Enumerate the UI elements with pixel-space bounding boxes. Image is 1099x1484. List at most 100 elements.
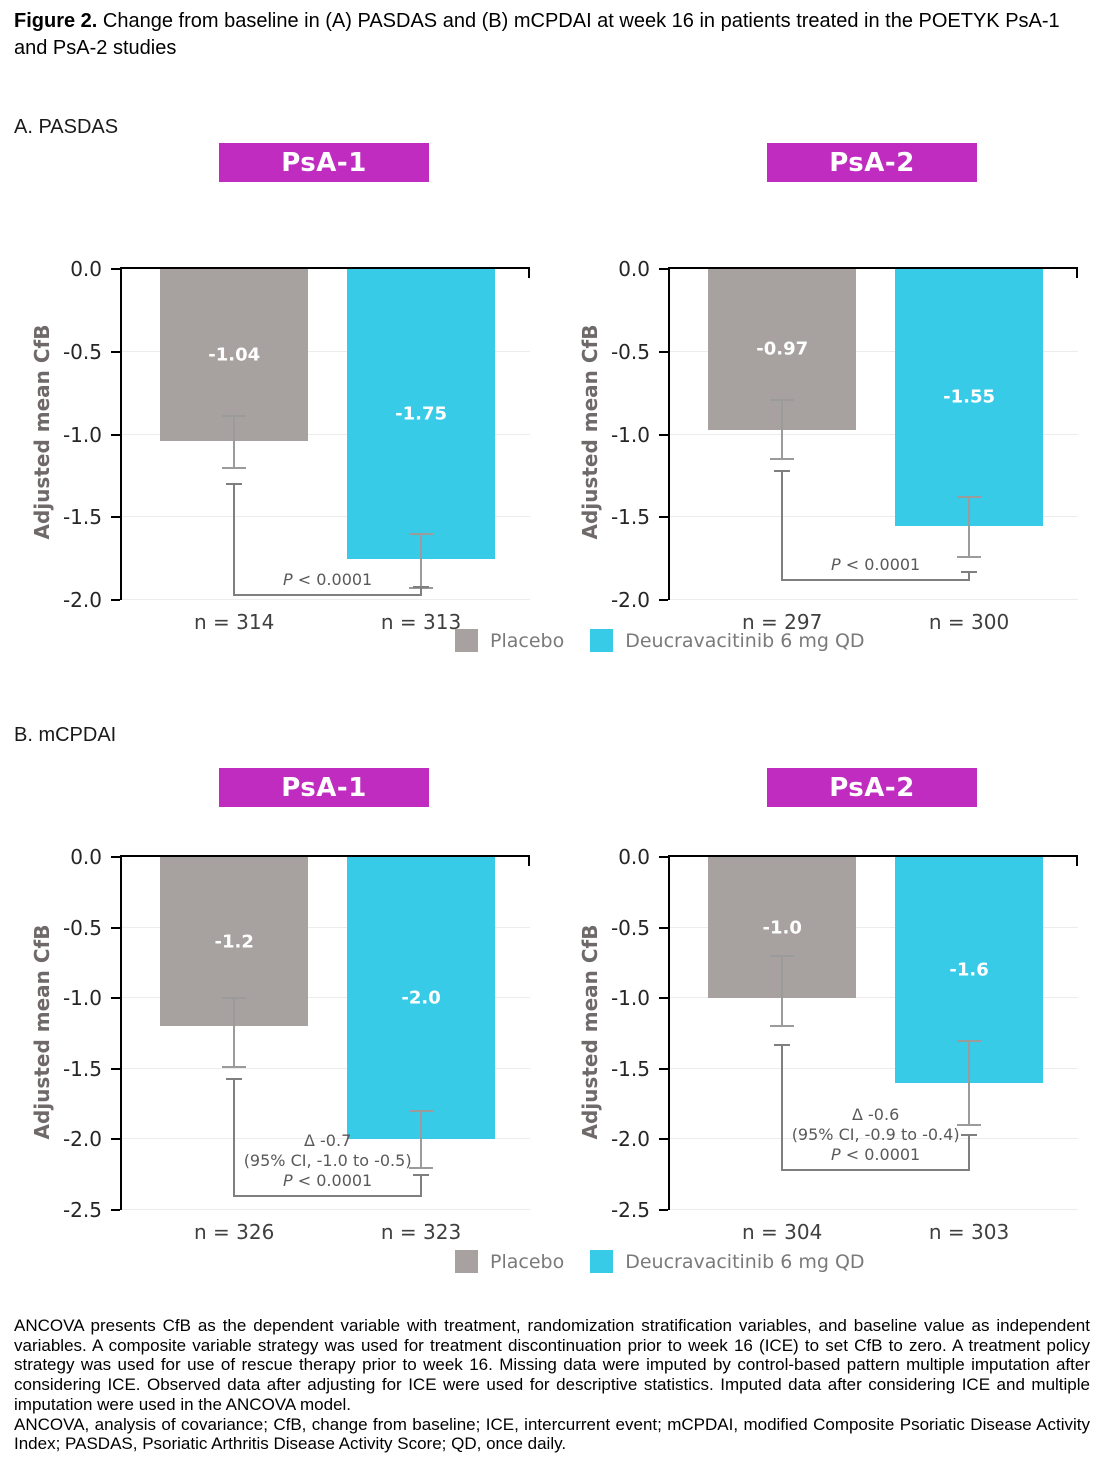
y-tick-label: -1.0 — [62, 422, 102, 447]
y-tick-label: 0.0 — [618, 257, 650, 281]
y-tick-label: -1.0 — [610, 986, 650, 1011]
error-bar-line — [233, 998, 236, 1068]
bracket-left-line — [781, 1044, 784, 1171]
gridline — [122, 516, 530, 518]
bracket-right-cap — [413, 585, 430, 588]
gridline — [670, 1067, 1078, 1069]
y-axis-label: Adjusted mean CfB — [578, 924, 602, 1140]
error-bar-line — [420, 533, 423, 589]
n-label: n = 314 — [194, 610, 275, 634]
legend-item-deucravacitinib: Deucravacitinib 6 mg QD — [590, 1250, 865, 1273]
error-bar-cap — [957, 1039, 982, 1042]
n-label: n = 313 — [380, 610, 462, 634]
y-tick-label: -1.5 — [610, 1056, 650, 1081]
n-label: n = 323 — [380, 1220, 462, 1244]
error-bar-cap — [222, 466, 247, 469]
y-tick-label: -0.5 — [62, 915, 102, 940]
chart-mcpdai-psa1: PsA-1 Adjusted mean CfB 0.0 -0.5 -1.0 -1.5 -… — [0, 740, 549, 1360]
tick-mark — [111, 599, 120, 601]
tick-mark — [659, 997, 668, 1000]
comparison-annotation: Δ -0.7 (95% CI, -1.0 to -0.5) P < 0.0001 — [244, 1131, 412, 1191]
footnotes: ANCOVA presents CfB as the dependent var… — [14, 1316, 1090, 1454]
bracket-bottom-line — [233, 1194, 423, 1197]
bracket-right-line — [968, 1135, 971, 1171]
legend-label-deucravacitinib: Deucravacitinib 6 mg QD — [625, 629, 865, 652]
gridline — [122, 433, 530, 435]
tick-mark — [111, 926, 120, 929]
panel-a-label: A. PASDAS — [14, 116, 119, 138]
legend-panel-a: Placebo Deucravacitinib 6 mg QD — [455, 629, 865, 652]
bar-value-label: -1.6 — [949, 959, 989, 981]
gridline — [670, 926, 1078, 928]
footnote-abbreviations: ANCOVA, analysis of covariance; CfB, cha… — [14, 1414, 1090, 1454]
gridline — [122, 1138, 530, 1140]
bar-placebo: -1.04 — [160, 269, 309, 442]
tick-mark — [111, 1138, 120, 1141]
error-bar-cap — [222, 1066, 247, 1069]
annotation-line: (95% CI, -1.0 to -0.5) — [243, 1150, 412, 1170]
tick-mark — [659, 1209, 668, 1211]
axis-end-tick — [1076, 269, 1078, 278]
bracket-bottom-line — [781, 579, 971, 582]
comparison-annotation: Δ -0.6 (95% CI, -0.9 to -0.4) P < 0.0001 — [792, 1105, 960, 1165]
y-tick-label: -2.0 — [62, 588, 102, 612]
error-bar-cap — [957, 496, 982, 499]
legend-label-deucravacitinib: Deucravacitinib 6 mg QD — [625, 1250, 865, 1273]
tick-mark — [659, 1067, 668, 1070]
y-tick-label: -1.0 — [62, 986, 102, 1011]
y-tick-label: 0.0 — [70, 257, 102, 281]
tick-mark — [659, 350, 668, 353]
deucravacitinib-swatch — [590, 629, 614, 652]
legend-item-placebo: Placebo — [455, 1250, 564, 1273]
legend-item-placebo: Placebo — [455, 629, 564, 652]
gridline — [670, 1138, 1078, 1140]
y-tick-label: 0.0 — [618, 845, 650, 869]
bar-deucravacitinib: -2.0 — [347, 857, 496, 1140]
tick-mark — [659, 926, 668, 929]
error-bar-line — [968, 497, 971, 557]
bar-value-label: -0.97 — [756, 338, 809, 360]
bar-value-label: -1.55 — [943, 386, 995, 408]
error-bar-cap — [770, 1025, 795, 1028]
gridline — [122, 599, 530, 600]
y-tick-label: -1.0 — [610, 422, 650, 447]
legend-item-deucravacitinib: Deucravacitinib 6 mg QD — [590, 629, 865, 652]
deucravacitinib-swatch — [590, 1250, 614, 1273]
error-bar-cap — [957, 1124, 982, 1127]
y-axis-label: Adjusted mean CfB — [30, 924, 54, 1140]
error-bar-line — [233, 416, 236, 468]
error-bar-cap — [409, 1166, 434, 1169]
figure-title: Figure 2. Change from baseline in (A) PA… — [14, 8, 1090, 62]
y-tick-label: -2.0 — [610, 588, 650, 612]
bracket-bottom-line — [233, 594, 423, 597]
study-header-psa2: PsA-2 — [767, 768, 977, 807]
bracket-right-cap — [961, 1134, 978, 1137]
tick-mark — [659, 599, 668, 601]
error-bar-line — [781, 399, 784, 460]
annotation-line: P < 0.0001 — [283, 1170, 373, 1190]
bar-value-label: -1.75 — [395, 403, 447, 425]
axis-end-tick — [528, 857, 530, 866]
error-bar-cap — [957, 555, 982, 558]
legend-label-placebo: Placebo — [490, 629, 565, 652]
bar-deucravacitinib: -1.55 — [895, 269, 1044, 526]
gridline — [670, 997, 1078, 999]
bracket-bottom-line — [781, 1169, 971, 1172]
error-bar-cap — [222, 415, 247, 418]
annotation-line: (95% CI, -0.9 to -0.4) — [791, 1125, 960, 1145]
gridline — [122, 926, 530, 928]
tick-mark — [111, 268, 120, 270]
tick-mark — [659, 268, 668, 270]
legend-panel-b: Placebo Deucravacitinib 6 mg QD — [455, 1250, 865, 1273]
tick-mark — [111, 516, 120, 519]
axis-end-tick — [528, 269, 530, 278]
error-bar-cap — [222, 997, 247, 1000]
bar-value-label: -1.04 — [208, 344, 261, 366]
bracket-right-line — [420, 1174, 423, 1196]
axis-end-tick — [1076, 857, 1078, 866]
tick-mark — [659, 1138, 668, 1141]
error-bar-cap — [770, 398, 795, 401]
error-bar-line — [420, 1111, 423, 1168]
error-bar-cap — [770, 954, 795, 957]
bar-value-label: -1.2 — [214, 931, 254, 953]
